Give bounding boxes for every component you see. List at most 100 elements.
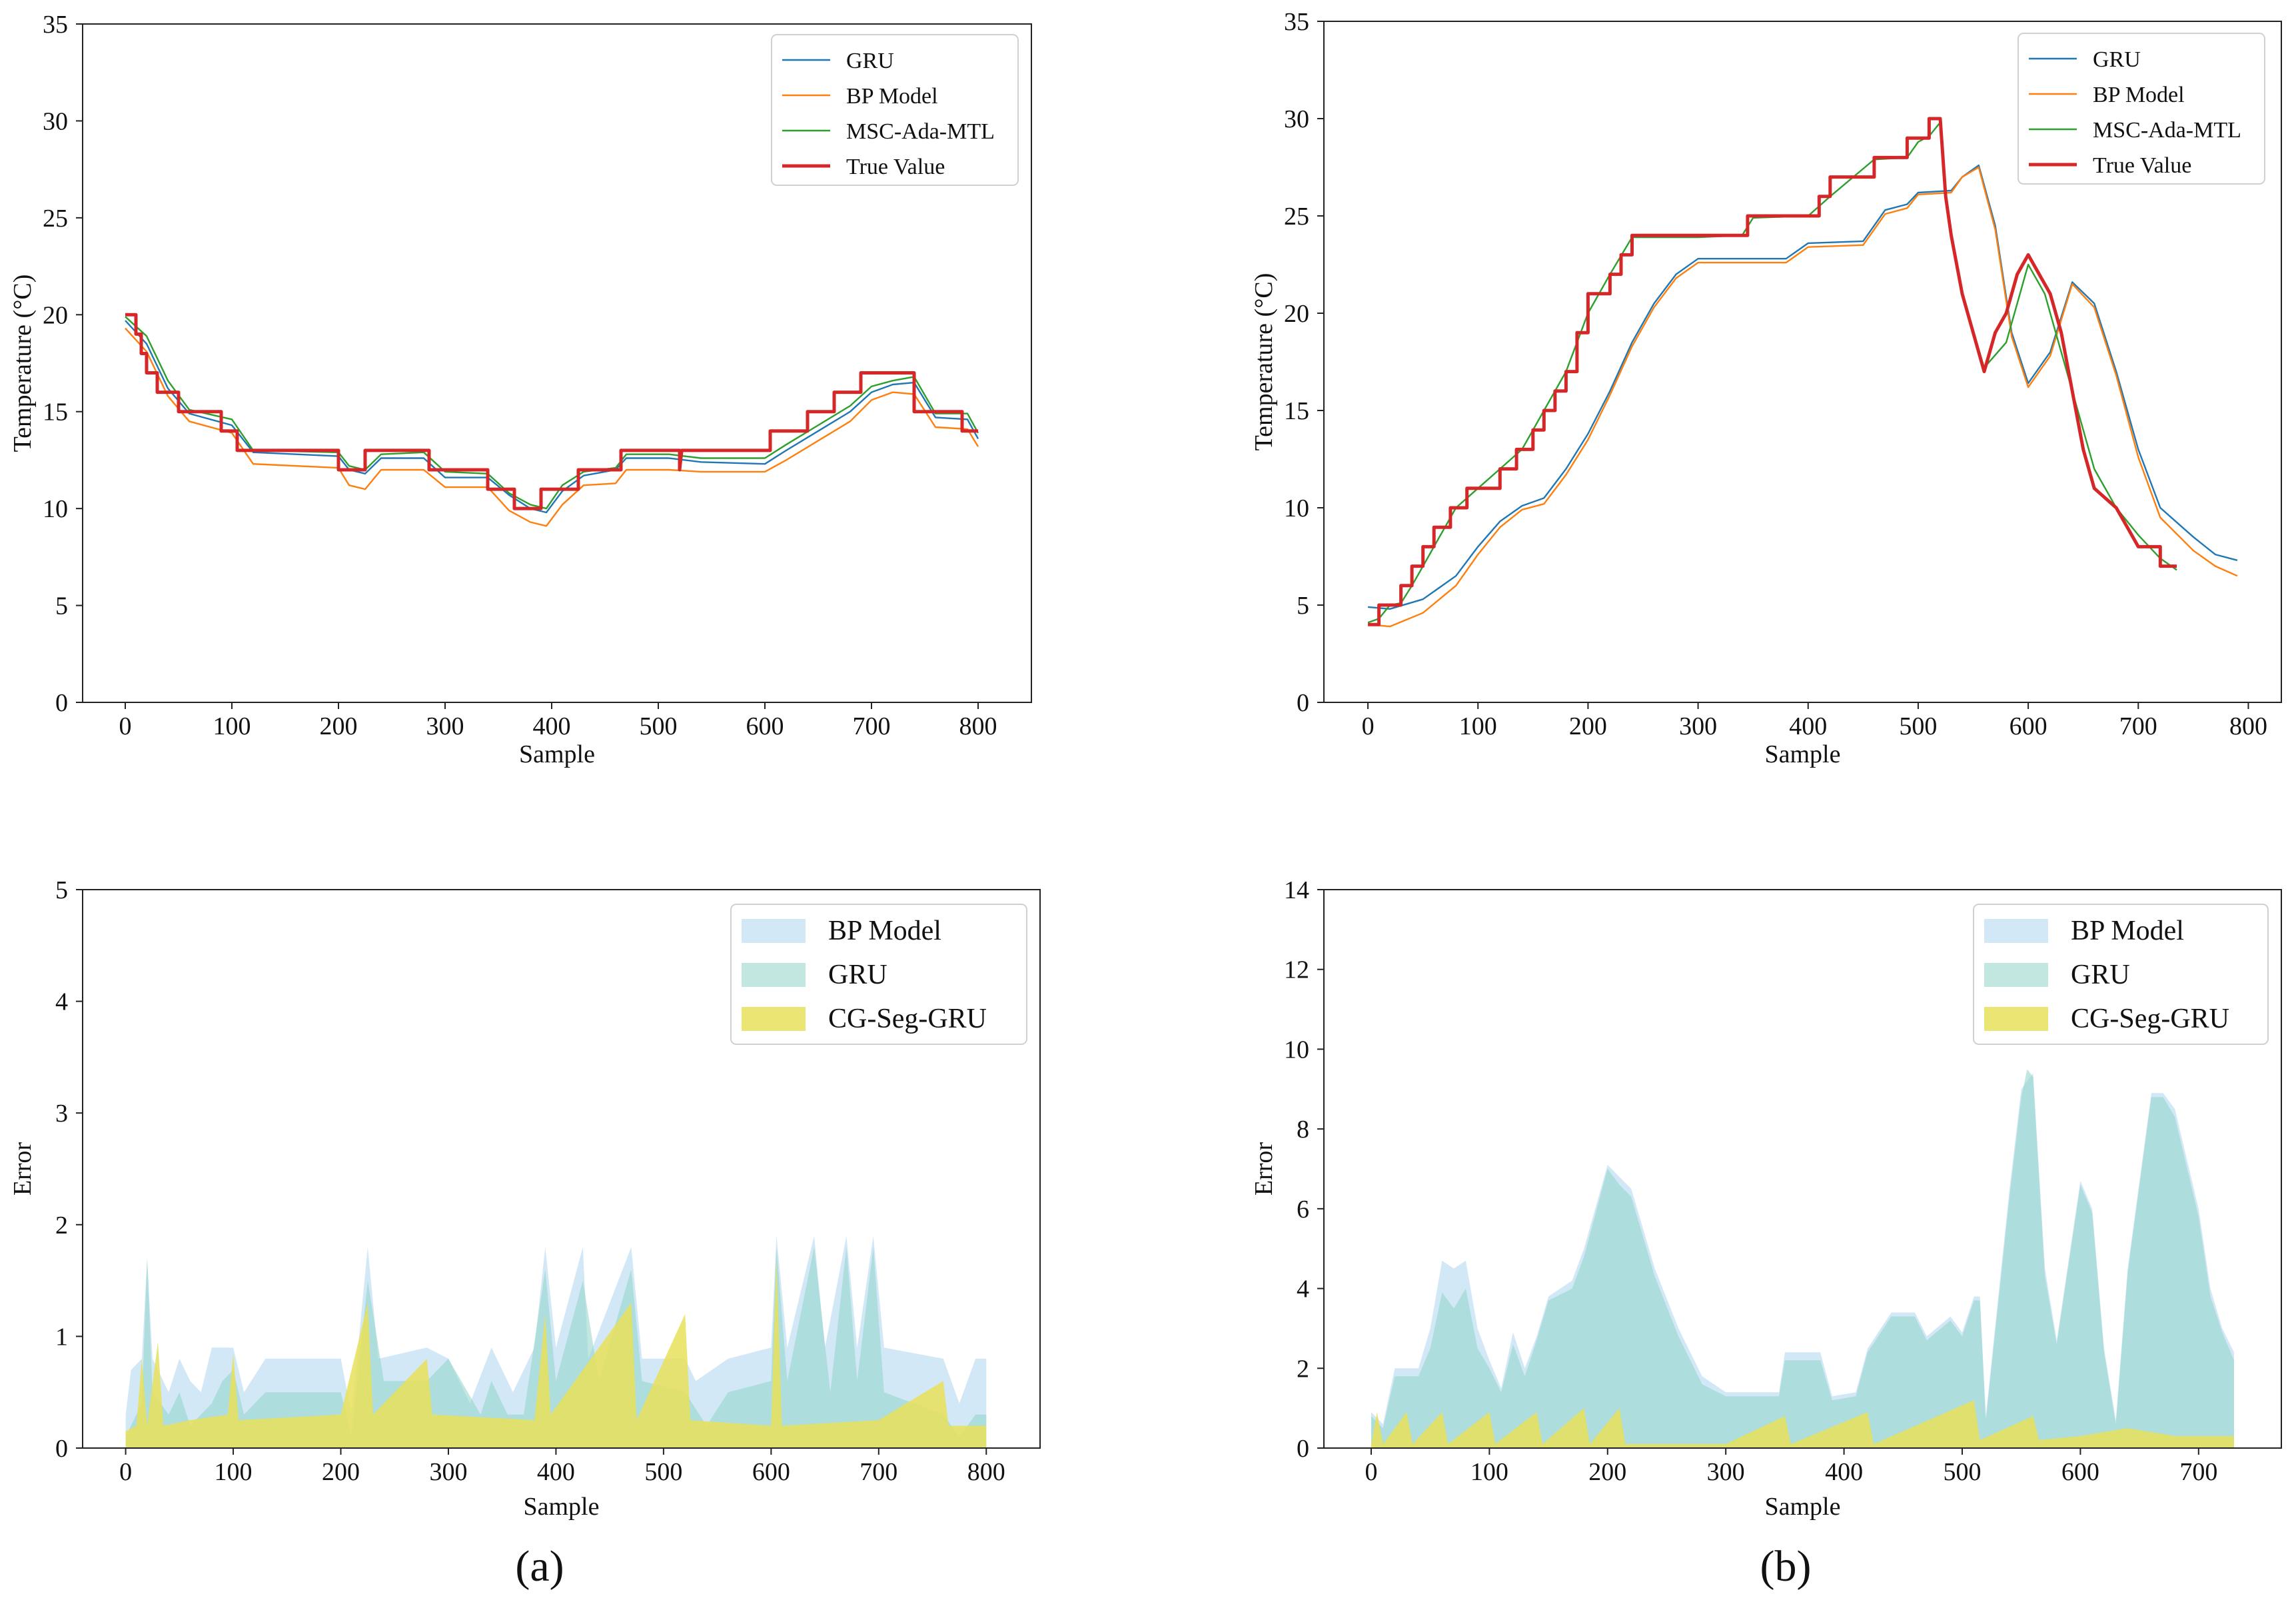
legend: BP Model GRU CG-Seg-GRU [1973,904,2269,1045]
legend-label: CG-Seg-GRU [2071,1004,2229,1034]
y-tick-label: 20 [1284,300,1309,328]
x-tick-label: 400 [1825,1458,1863,1486]
y-axis-label: Error [1250,1142,1278,1196]
y-tick-label: 30 [1284,105,1309,133]
legend-label: MSC-Ada-MTL [2093,118,2241,143]
legend-label: GRU [2093,47,2141,72]
legend: GRU BP Model MSC-Ada-MTL True Value [771,34,1019,186]
legend-swatch [1984,1007,2048,1031]
legend-label: BP Model [2093,83,2185,107]
y-tick-label: 10 [1284,494,1309,522]
series-area-gru [1371,1069,2234,1448]
y-tick-label: 15 [43,399,68,426]
x-tick-label: 300 [426,712,464,740]
legend-label: BP Model [846,84,938,109]
y-tick-label: 3 [55,1100,68,1128]
y-tick-label: 0 [55,1435,68,1463]
x-tick-label: 400 [533,712,571,740]
y-tick-label: 15 [1284,397,1309,425]
y-tick-label: 1 [55,1323,68,1351]
legend-swatch [742,1007,806,1031]
legend-label: MSC-Ada-MTL [846,119,995,144]
legend: GRU BP Model MSC-Ada-MTL True Value [2017,33,2265,185]
y-tick-label: 6 [1297,1196,1309,1223]
x-tick-label: 0 [119,1458,132,1486]
x-axis-label: Sample [1765,1493,1841,1521]
legend-label: True Value [2093,153,2191,178]
series-line-true-value [1368,117,2177,626]
legend-label: GRU [2071,960,2130,990]
x-tick-label: 0 [1365,1458,1377,1486]
y-tick-label: 2 [55,1211,68,1239]
x-tick-label: 200 [1569,712,1607,740]
series-line-bp-model [1367,166,2238,628]
y-axis-label: Temperature (°C) [9,275,37,452]
series-line-msc-ada-mtl [125,316,979,510]
y-tick-label: 12 [1284,956,1309,984]
x-tick-label: 500 [1899,712,1937,740]
y-tick-label: 10 [43,495,68,523]
x-tick-label: 300 [1707,1458,1745,1486]
series-area-gru [125,1247,987,1448]
legend-box [2017,33,2265,185]
chart-b-top: 0 100 200 300 400 500 600 700 800 0 5 10 15 20 25 30 35 S… [1250,8,2282,768]
x-axis-label: Sample [519,740,595,768]
x-tick-label: 0 [1362,712,1375,740]
legend-label: BP Model [828,916,941,946]
series-area-cg-seg-gru [1371,1400,2234,1448]
y-tick-label: 35 [1284,8,1309,36]
x-tick-label: 800 [2229,712,2267,740]
y-tick-label: 25 [1284,203,1309,231]
series-line-true-value [125,313,978,510]
x-tick-label: 600 [2061,1458,2099,1486]
y-tick-label: 0 [1297,1435,1309,1463]
y-tick-label: 2 [1297,1355,1309,1383]
x-tick-label: 100 [1459,712,1497,740]
y-tick-label: 5 [55,876,68,904]
series-line-bp-model [125,327,979,527]
y-axis-label: Error [9,1142,37,1196]
y-axis-label: Temperature (°C) [1250,273,1278,451]
x-tick-label: 700 [853,712,891,740]
legend-label: CG-Seg-GRU [828,1004,987,1034]
x-tick-label: 200 [1588,1458,1626,1486]
y-tick-label: 30 [43,107,68,135]
y-tick-label: 4 [1297,1275,1309,1303]
plot-frame [82,23,1032,703]
plot-frame [1323,889,2282,1449]
x-tick-label: 500 [640,712,678,740]
y-tick-label: 0 [55,689,68,717]
series-line-gru [1367,164,2238,610]
x-tick-label: 600 [2009,712,2047,740]
x-tick-label: 200 [320,712,358,740]
x-tick-label: 300 [1679,712,1717,740]
series-line-gru [125,320,979,514]
legend-swatch [1984,963,2048,987]
legend-box [771,34,1019,186]
y-tick-label: 25 [43,205,68,233]
legend-label: BP Model [2071,916,2184,946]
x-tick-label: 800 [967,1458,1005,1486]
y-tick-label: 8 [1297,1116,1309,1144]
x-tick-label: 600 [752,1458,790,1486]
y-tick-label: 35 [43,11,68,39]
y-tick-label: 4 [55,988,68,1016]
legend-label: GRU [846,49,894,73]
legend-swatch [742,963,806,987]
x-tick-label: 500 [644,1458,682,1486]
y-tick-label: 0 [1297,689,1309,717]
panel-label-a: (a) [515,1542,564,1591]
x-tick-label: 400 [537,1458,575,1486]
y-tick-label: 5 [1297,592,1309,620]
series-area-cg-seg-gru [125,1258,987,1448]
legend-swatch [1984,919,2048,943]
x-tick-label: 0 [119,712,132,740]
x-tick-label: 500 [1944,1458,1982,1486]
x-axis-label: Sample [524,1493,600,1521]
chart-a-top: 0 100 200 300 400 500 600 700 800 0 5 10 15 20 25 30 35 S… [9,11,1032,768]
panel-label-b: (b) [1760,1542,1812,1591]
x-tick-label: 300 [429,1458,467,1486]
plot-frame [82,889,1041,1449]
x-tick-label: 400 [1789,712,1827,740]
